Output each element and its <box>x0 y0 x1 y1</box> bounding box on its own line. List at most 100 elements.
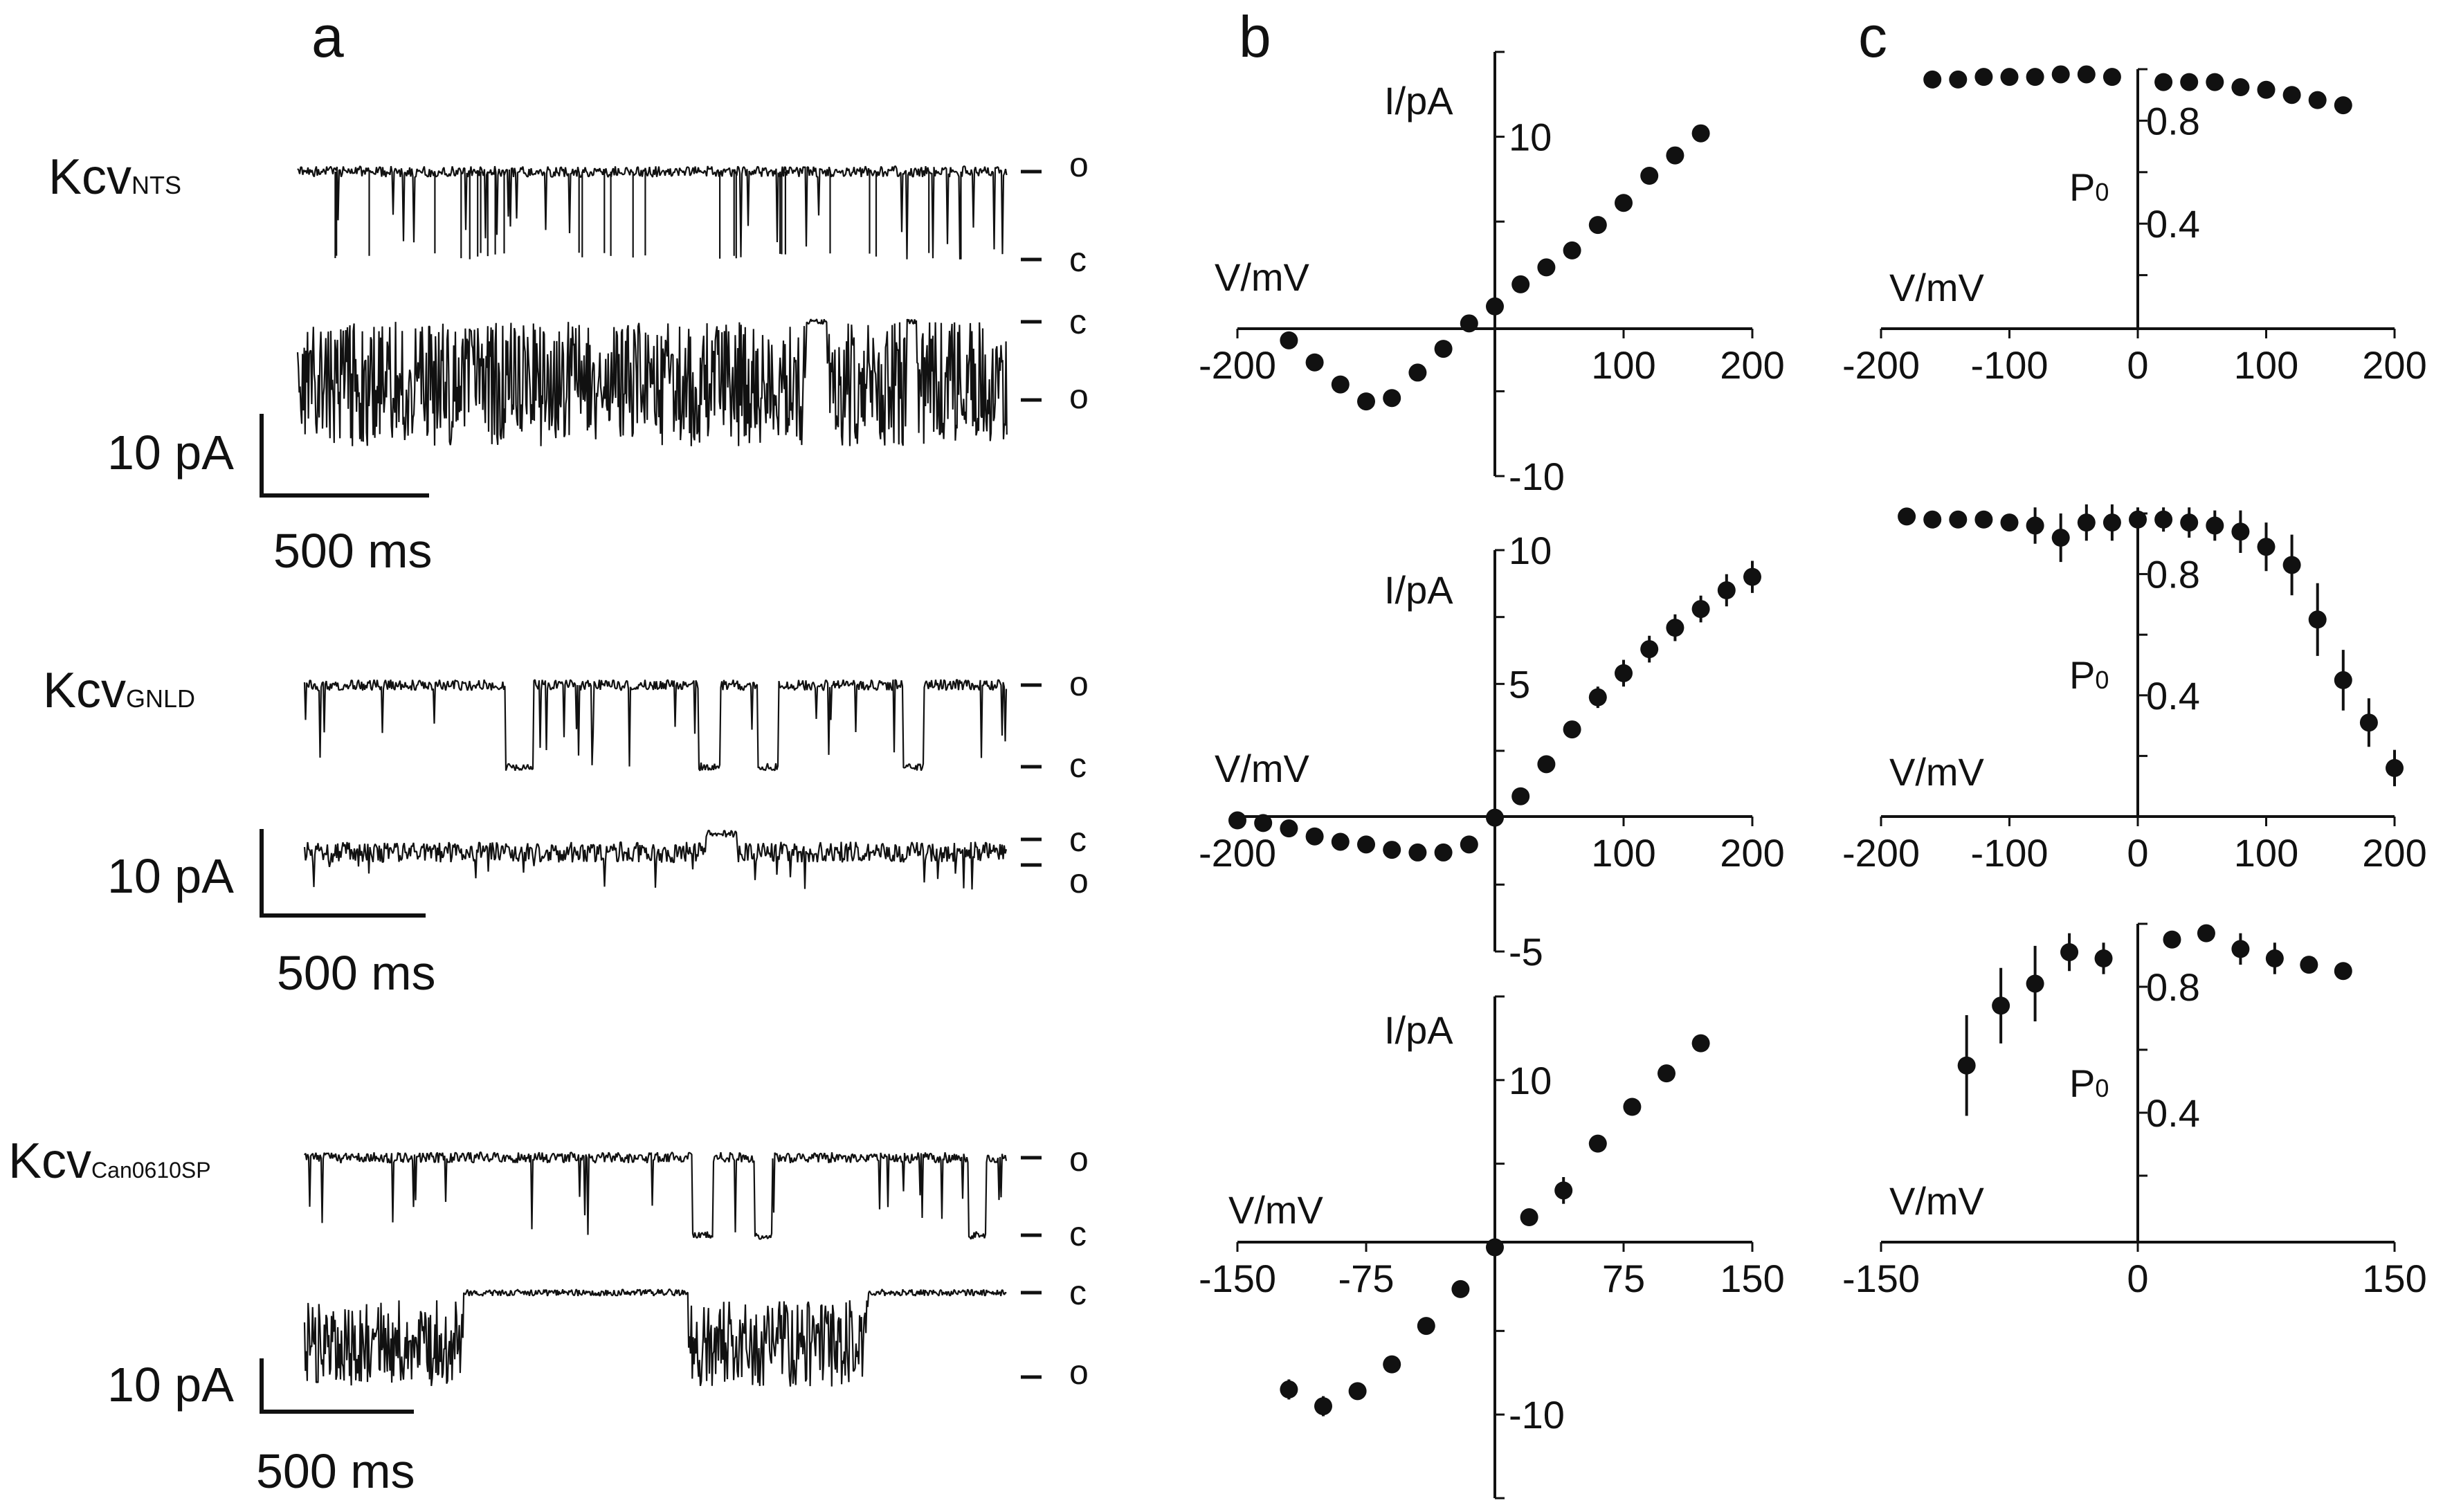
x-axis-label: V/mV <box>1889 266 1985 309</box>
y-tick-label: 0.4 <box>2146 674 2200 718</box>
data-point <box>1898 507 1916 526</box>
x-tick-label: -200 <box>1842 831 1920 875</box>
data-point <box>2180 73 2199 91</box>
level-label: c <box>1069 820 1087 859</box>
data-point <box>1563 241 1581 259</box>
x-tick-label: 0 <box>2127 343 2148 387</box>
scale-bar <box>260 414 429 498</box>
level-label: o <box>1069 377 1089 416</box>
data-point <box>1691 124 1710 143</box>
chart-c-row2: -200 -100 0 100 200 0.8 0.4 V/mV P0 <box>1842 504 2427 875</box>
trace-path <box>303 1288 1007 1387</box>
recording-kcv-nts: KcvNTS o c c o 10 pA 500 ms <box>48 145 1089 578</box>
data-point <box>1537 258 1556 277</box>
y-tick-label: -5 <box>1509 930 1543 974</box>
data-point <box>1563 720 1581 739</box>
x-tick-label: -200 <box>1199 343 1276 387</box>
data-point <box>1658 1064 1675 1083</box>
y-tick-label: 10 <box>1509 1059 1552 1102</box>
chart-c-row3: -150 0 150 0.8 0.4 V/mV P0 <box>1842 922 2427 1300</box>
single-channel-trace <box>296 318 1008 446</box>
data-point <box>1949 510 1968 529</box>
x-tick-label: 200 <box>2362 831 2426 875</box>
scale-bar-time-label: 500 ms <box>277 946 436 1000</box>
data-point <box>1331 832 1350 851</box>
data-point <box>1554 1181 1573 1200</box>
level-label: c <box>1069 746 1087 785</box>
data-point <box>2334 962 2352 981</box>
y-axis-label: I/pA <box>1384 1008 1453 1052</box>
data-point <box>2300 956 2318 974</box>
data-point <box>2103 68 2121 86</box>
data-point <box>2282 556 2301 574</box>
level-label: c <box>1069 1214 1087 1253</box>
data-point <box>1460 314 1478 333</box>
data-point <box>2308 610 2327 629</box>
data-point <box>2231 78 2250 97</box>
data-point <box>2257 538 2276 556</box>
scale-bar-current-label: 10 pA <box>107 426 234 480</box>
y-tick-label: -10 <box>1509 455 1565 498</box>
x-tick-label: -200 <box>1842 343 1920 387</box>
data-point <box>1434 843 1453 862</box>
y-tick-label: 0.8 <box>2146 553 2200 596</box>
chart-b-row2: -200 100 200 10 5 -5 V/mV I/pA <box>1199 529 1785 974</box>
data-point <box>2000 513 2019 532</box>
x-tick-label: 200 <box>1720 831 1784 875</box>
y-axis-label: I/pA <box>1384 568 1453 612</box>
data-point <box>1974 510 1993 529</box>
level-label: c <box>1069 240 1087 279</box>
x-tick-label: 100 <box>2234 831 2298 875</box>
data-point <box>2197 924 2215 942</box>
data-point <box>1717 581 1736 599</box>
data-point <box>2026 68 2044 86</box>
x-tick-label: 200 <box>2362 343 2426 387</box>
x-tick-label: -150 <box>1199 1257 1276 1300</box>
data-point <box>1383 1355 1401 1374</box>
data-point <box>1486 297 1504 316</box>
data-point <box>1691 600 1710 619</box>
panel-a: a KcvNTS o c c o 10 pA 500 ms KcvGNLD o <box>8 4 1089 1498</box>
data-point <box>1348 1382 1367 1401</box>
data-point <box>1588 1134 1607 1153</box>
level-label: o <box>1069 1140 1089 1178</box>
data-point <box>1992 996 2010 1015</box>
data-point <box>1974 68 1993 86</box>
data-point <box>2359 713 2378 732</box>
y-tick-label: 10 <box>1509 116 1552 159</box>
data-point <box>2180 513 2199 532</box>
x-axis-label: V/mV <box>1889 1179 1985 1223</box>
x-tick-label: 75 <box>1602 1257 1645 1300</box>
data-point <box>1383 841 1401 859</box>
recording-kcv-can0610sp: KcvCan0610SP o c c o 10 pA 500 ms <box>8 1133 1089 1498</box>
data-point <box>1640 166 1659 185</box>
data-point <box>1957 1056 1976 1075</box>
x-axis-label: V/mV <box>1215 255 1310 299</box>
x-tick-label: 150 <box>2362 1257 2426 1300</box>
data-point <box>1666 146 1684 165</box>
scale-bar <box>260 829 426 918</box>
y-tick-label: 0.8 <box>2146 965 2200 1009</box>
x-tick-label: -75 <box>1338 1257 1395 1300</box>
channel-name-nts: KcvNTS <box>48 149 181 205</box>
data-point <box>1486 1238 1504 1257</box>
data-point <box>1280 1380 1298 1399</box>
y-axis-label: P0 <box>2069 653 2109 697</box>
data-point <box>2282 86 2301 104</box>
data-point <box>2154 510 2173 529</box>
data-point <box>1486 808 1504 827</box>
x-tick-label: 150 <box>1720 1257 1784 1300</box>
x-tick-label: 0 <box>2127 831 2148 875</box>
data-point <box>2051 65 2070 84</box>
trace-path <box>303 679 1008 772</box>
data-point <box>1228 811 1246 830</box>
chart-b-row1: -200 100 200 10 -10 V/mV I/pA <box>1199 51 1785 498</box>
data-point <box>2103 513 2121 532</box>
data-point <box>2206 73 2224 91</box>
panel-c-letter: c <box>1858 4 1887 69</box>
data-point <box>2334 671 2352 689</box>
data-point <box>1923 510 1942 529</box>
x-tick-label: 100 <box>2234 343 2298 387</box>
single-channel-trace <box>304 1151 1008 1240</box>
data-point <box>1511 275 1530 293</box>
